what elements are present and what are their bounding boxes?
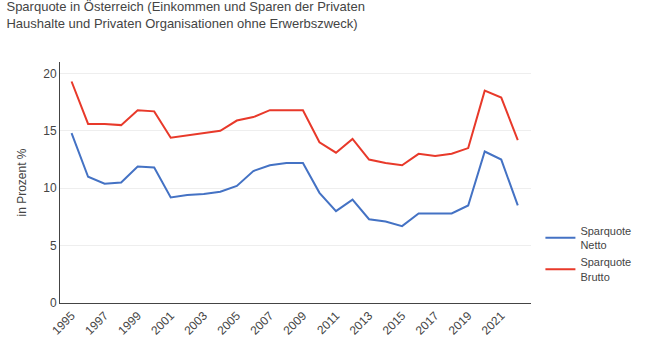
svg-text:2011: 2011 bbox=[314, 309, 342, 337]
svg-text:5: 5 bbox=[50, 239, 57, 253]
svg-text:2015: 2015 bbox=[380, 309, 409, 338]
svg-text:2013: 2013 bbox=[347, 309, 376, 338]
svg-text:0: 0 bbox=[50, 296, 57, 310]
svg-text:20: 20 bbox=[43, 67, 57, 81]
svg-text:15: 15 bbox=[43, 124, 57, 138]
svg-text:2007: 2007 bbox=[247, 309, 276, 338]
svg-text:2001: 2001 bbox=[148, 309, 177, 338]
svg-text:1995: 1995 bbox=[49, 309, 78, 338]
svg-text:10: 10 bbox=[43, 181, 57, 195]
svg-text:2021: 2021 bbox=[479, 309, 508, 338]
svg-text:2009: 2009 bbox=[281, 309, 310, 338]
svg-text:2017: 2017 bbox=[413, 309, 442, 338]
svg-text:SparquoteNetto: SparquoteNetto bbox=[580, 225, 631, 251]
svg-text:2003: 2003 bbox=[181, 309, 210, 338]
svg-text:1997: 1997 bbox=[82, 309, 111, 338]
svg-text:SparquoteBrutto: SparquoteBrutto bbox=[580, 256, 631, 282]
svg-text:2005: 2005 bbox=[214, 309, 243, 338]
svg-text:2019: 2019 bbox=[446, 309, 475, 338]
svg-text:1999: 1999 bbox=[115, 309, 144, 338]
svg-text:in Prozent %: in Prozent % bbox=[15, 148, 29, 216]
svg-text:Sparquote in Österreich (Einko: Sparquote in Österreich (Einkommen und S… bbox=[6, 0, 364, 31]
